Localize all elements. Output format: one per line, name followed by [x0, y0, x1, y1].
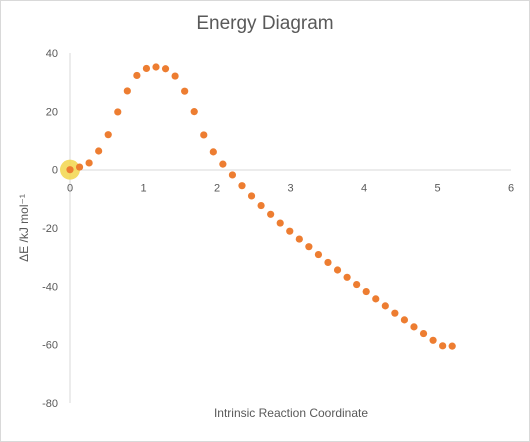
data-points — [66, 63, 455, 349]
data-point — [382, 302, 389, 309]
data-point — [162, 65, 169, 72]
x-axis-label: Intrinsic Reaction Coordinate — [214, 406, 368, 420]
data-point — [172, 72, 179, 79]
x-tick-label: 4 — [361, 183, 367, 195]
data-point — [114, 108, 121, 115]
data-point — [76, 163, 83, 170]
data-point — [105, 131, 112, 138]
data-point — [152, 63, 159, 70]
data-point — [86, 159, 93, 166]
data-point — [248, 192, 255, 199]
data-point — [219, 161, 226, 168]
data-point — [95, 147, 102, 154]
data-point — [372, 295, 379, 302]
data-point — [334, 266, 341, 273]
data-point — [439, 342, 446, 349]
x-tick-label: 2 — [214, 183, 220, 195]
data-point — [363, 288, 370, 295]
data-point — [277, 219, 284, 226]
data-point — [143, 65, 150, 72]
data-point — [343, 274, 350, 281]
data-point — [449, 343, 456, 350]
data-point — [238, 182, 245, 189]
data-point — [181, 88, 188, 95]
data-point — [267, 211, 274, 218]
data-point — [353, 281, 360, 288]
data-point — [191, 108, 198, 115]
y-tick-label: -20 — [42, 223, 58, 235]
y-tick-label: -80 — [42, 398, 58, 410]
data-point — [296, 235, 303, 242]
x-tick-label: 5 — [434, 183, 440, 195]
y-axis-label: ΔE /kJ mol⁻¹ — [17, 194, 31, 262]
data-point — [286, 228, 293, 235]
data-point — [324, 259, 331, 266]
data-point — [391, 310, 398, 317]
x-tick-label: 6 — [508, 183, 514, 195]
data-point — [410, 323, 417, 330]
data-point — [429, 337, 436, 344]
data-point — [133, 72, 140, 79]
data-point — [200, 131, 207, 138]
data-point — [210, 148, 217, 155]
x-tick-label: 3 — [287, 183, 293, 195]
y-tick-labels: 40 20 0 -20 -40 -60 -80 — [42, 48, 58, 410]
x-tick-label: 1 — [140, 183, 146, 195]
y-tick-label: 20 — [46, 106, 58, 118]
data-point — [229, 171, 236, 178]
data-point — [258, 202, 265, 209]
y-tick-label: -40 — [42, 281, 58, 293]
chart-title: Energy Diagram — [196, 13, 333, 34]
data-point — [66, 166, 73, 173]
data-point — [124, 87, 131, 94]
x-tick-labels: 0 1 2 3 4 5 6 — [67, 183, 514, 195]
data-point — [420, 330, 427, 337]
y-tick-label: 40 — [46, 48, 58, 60]
y-tick-label: 0 — [52, 165, 58, 177]
data-point — [305, 243, 312, 250]
data-point — [315, 251, 322, 258]
data-point — [401, 316, 408, 323]
x-tick-label: 0 — [67, 183, 73, 195]
y-tick-label: -60 — [42, 340, 58, 352]
